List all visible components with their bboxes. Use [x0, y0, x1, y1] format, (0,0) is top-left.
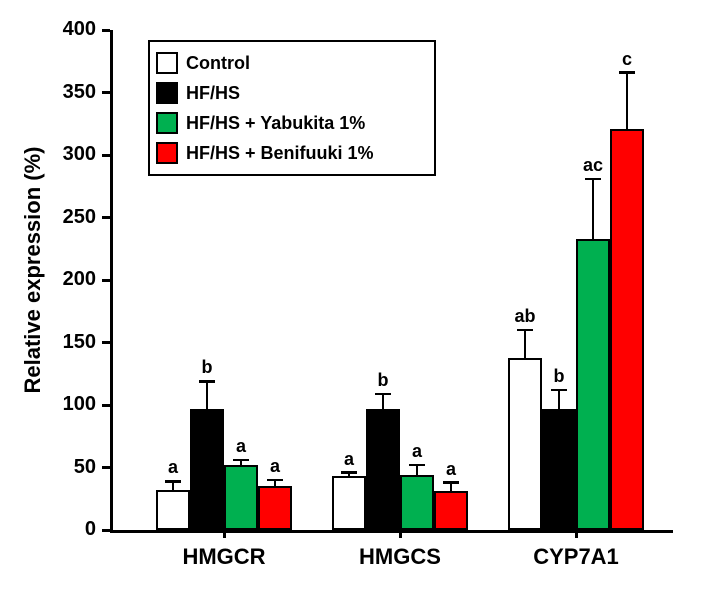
error-cap [199, 380, 215, 383]
ytick-mark [102, 91, 110, 94]
significance-label: b [363, 370, 403, 391]
error-bar [450, 483, 453, 492]
bar-benifuuki [434, 491, 468, 530]
bar-hfhs [542, 409, 576, 530]
error-cap [409, 464, 425, 467]
ytick-mark [102, 466, 110, 469]
bar-benifuuki [610, 129, 644, 530]
error-cap [267, 479, 283, 482]
relative-expression-bar-chart: 050100150200250300350400Relative express… [0, 0, 710, 616]
significance-label: a [329, 449, 369, 470]
error-cap [619, 71, 635, 74]
bar-hfhs [366, 409, 400, 530]
ytick-label: 400 [36, 18, 96, 41]
significance-label: b [187, 357, 227, 378]
ytick-mark [102, 29, 110, 32]
bar-hfhs [190, 409, 224, 530]
ytick-mark [102, 341, 110, 344]
bar-yabukita [400, 475, 434, 530]
group-label: HMGCR [164, 544, 284, 570]
legend-item: Control [156, 52, 250, 74]
error-bar [524, 330, 527, 358]
significance-label: c [607, 49, 647, 70]
legend-swatch [156, 52, 178, 74]
significance-label: ab [505, 306, 545, 327]
legend-label: Control [186, 53, 250, 74]
legend-label: HF/HS [186, 83, 240, 104]
bar-control [156, 490, 190, 530]
legend-item: HF/HS [156, 82, 240, 104]
legend-item: HF/HS + Benifuuki 1% [156, 142, 374, 164]
error-bar [172, 481, 175, 490]
error-cap [233, 459, 249, 462]
ytick-mark [102, 216, 110, 219]
bar-benifuuki [258, 486, 292, 530]
error-bar [382, 394, 385, 409]
error-cap [443, 481, 459, 484]
error-bar [592, 179, 595, 239]
bar-yabukita [224, 465, 258, 530]
xtick-mark [223, 530, 226, 538]
group-label: CYP7A1 [516, 544, 636, 570]
error-cap [585, 178, 601, 181]
bar-control [332, 476, 366, 530]
legend-swatch [156, 112, 178, 134]
y-axis-label: Relative expression (%) [20, 120, 46, 420]
legend-label: HF/HS + Benifuuki 1% [186, 143, 374, 164]
error-cap [375, 393, 391, 396]
error-bar [206, 381, 209, 409]
bar-control [508, 358, 542, 531]
ytick-mark [102, 404, 110, 407]
ytick-mark [102, 279, 110, 282]
error-bar [416, 465, 419, 475]
ytick-mark [102, 154, 110, 157]
legend-swatch [156, 82, 178, 104]
significance-label: ac [573, 155, 613, 176]
ytick-label: 0 [36, 518, 96, 541]
group-label: HMGCS [340, 544, 460, 570]
error-bar [626, 73, 629, 129]
legend-label: HF/HS + Yabukita 1% [186, 113, 365, 134]
error-cap [165, 480, 181, 483]
legend-item: HF/HS + Yabukita 1% [156, 112, 365, 134]
bar-yabukita [576, 239, 610, 530]
xtick-mark [575, 530, 578, 538]
significance-label: a [153, 457, 193, 478]
error-cap [551, 389, 567, 392]
significance-label: b [539, 366, 579, 387]
significance-label: a [431, 459, 471, 480]
ytick-label: 350 [36, 81, 96, 104]
significance-label: a [255, 456, 295, 477]
ytick-label: 50 [36, 456, 96, 479]
significance-label: a [221, 436, 261, 457]
ytick-mark [102, 529, 110, 532]
error-cap [341, 471, 357, 474]
legend-swatch [156, 142, 178, 164]
error-cap [517, 329, 533, 332]
error-bar [558, 390, 561, 409]
xtick-mark [399, 530, 402, 538]
